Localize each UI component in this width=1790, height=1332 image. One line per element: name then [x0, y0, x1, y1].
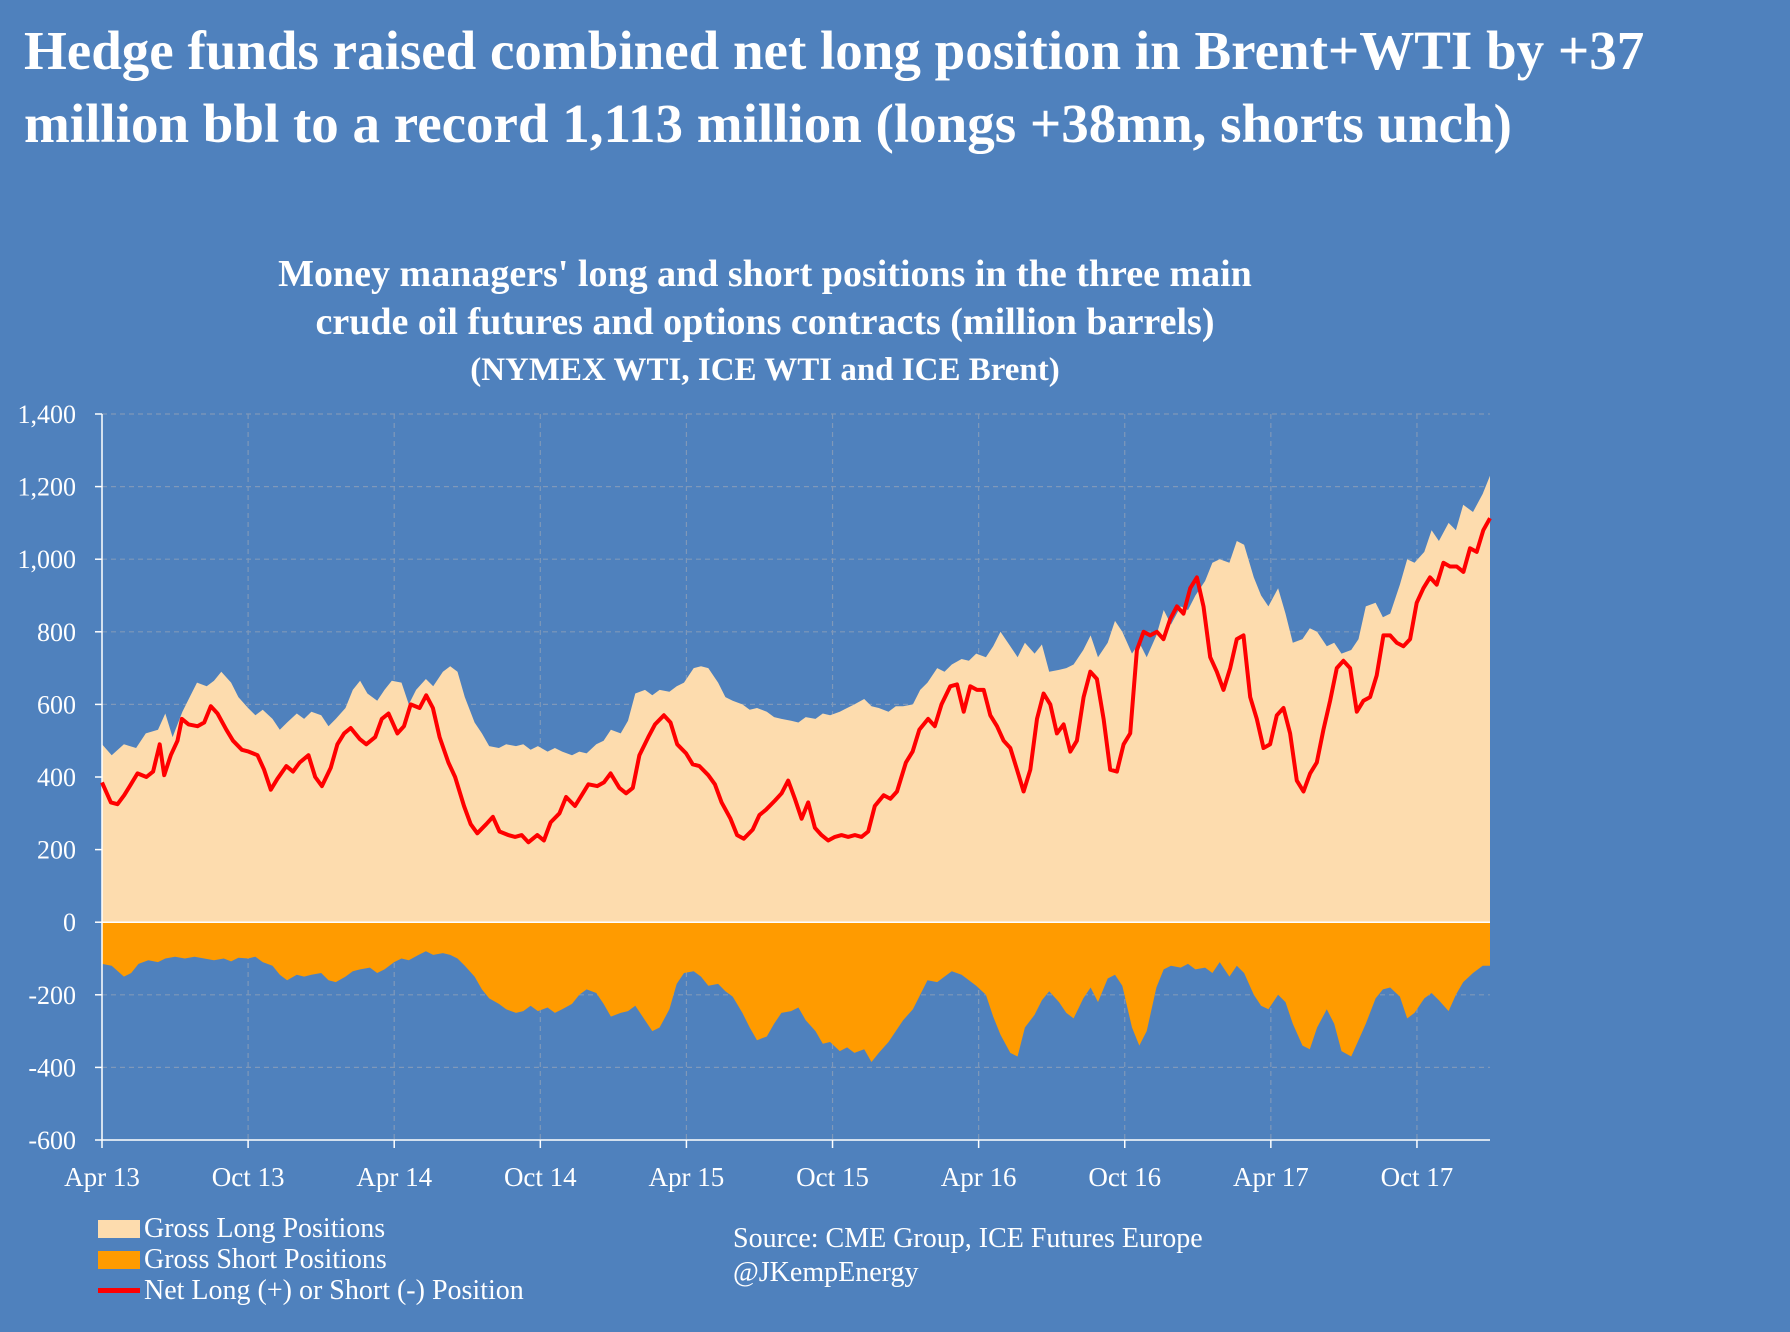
legend-label-long: Gross Long Positions	[144, 1213, 386, 1244]
x-tick-label: Oct 13	[212, 1162, 285, 1192]
net-position-line	[100, 517, 1492, 845]
gross-short-area	[102, 922, 1490, 1062]
y-tick-label: -400	[28, 1053, 76, 1082]
area-series	[102, 475, 1490, 1062]
y-tick-label: -200	[28, 981, 76, 1010]
x-tick-label: Oct 15	[796, 1162, 869, 1192]
legend: Gross Long Positions Gross Short Positio…	[98, 1213, 524, 1306]
axes	[95, 413, 1490, 1148]
gross-long-area	[102, 475, 1490, 923]
y-tick-label: 800	[37, 618, 76, 647]
legend-label-short: Gross Short Positions	[144, 1244, 387, 1275]
x-tick-label: Apr 16	[941, 1162, 1017, 1192]
source-note: Source: CME Group, ICE Futures Europe @J…	[733, 1222, 1203, 1290]
y-tick-label: -600	[28, 1126, 76, 1155]
chart-title-line-3: (NYMEX WTI, ICE WTI and ICE Brent)	[470, 352, 1060, 388]
source-handle: @JKempEnergy	[733, 1257, 919, 1288]
y-tick-label: 200	[37, 836, 76, 865]
y-tick-label: 600	[37, 690, 76, 719]
chart-title-line-2: crude oil futures and options contracts …	[315, 301, 1215, 343]
headline-line-1: Hedge funds raised combined net long pos…	[24, 20, 1645, 81]
x-tick-label: Apr 13	[64, 1162, 140, 1192]
x-tick-label: Apr 15	[649, 1162, 725, 1192]
chart-title-line-1: Money managers' long and short positions…	[278, 253, 1252, 295]
chart-title: Money managers' long and short positions…	[0, 250, 1530, 394]
legend-item-long: Gross Long Positions	[98, 1213, 524, 1244]
legend-label-net: Net Long (+) or Short (-) Position	[144, 1275, 524, 1306]
y-tick-label: 400	[37, 763, 76, 792]
legend-item-net: Net Long (+) or Short (-) Position	[98, 1275, 524, 1306]
legend-swatch-net	[98, 1288, 140, 1293]
legend-item-short: Gross Short Positions	[98, 1244, 524, 1275]
x-tick-label: Oct 16	[1088, 1162, 1161, 1192]
headline: Hedge funds raised combined net long pos…	[24, 14, 1774, 160]
legend-swatch-short	[98, 1250, 140, 1269]
legend-swatch-long	[98, 1219, 140, 1238]
tick-labels: -600 -400 -200 0 200 400 600 800 1,000 1,200 1,400…	[18, 400, 1454, 1192]
x-tick-label: Oct 14	[504, 1162, 577, 1192]
y-tick-label: 1,200	[18, 473, 77, 502]
y-tick-label: 0	[63, 908, 76, 937]
x-tick-label: Apr 17	[1233, 1162, 1309, 1192]
x-tick-label: Oct 17	[1381, 1162, 1454, 1192]
source-line-1: Source: CME Group, ICE Futures Europe	[733, 1223, 1203, 1254]
x-tick-label: Apr 14	[356, 1162, 432, 1192]
y-tick-label: 1,400	[18, 400, 77, 429]
headline-line-2: million bbl to a record 1,113 million (l…	[24, 93, 1512, 154]
y-tick-label: 1,000	[18, 545, 77, 574]
line-series	[100, 517, 1492, 845]
